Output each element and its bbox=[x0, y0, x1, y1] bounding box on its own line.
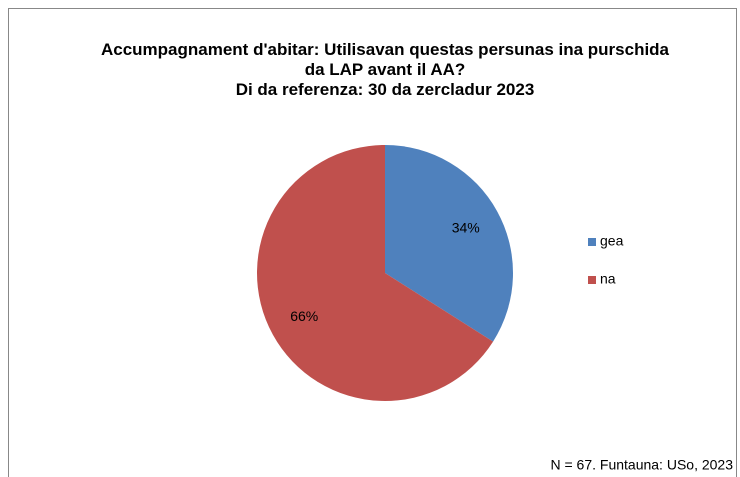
legend-swatch bbox=[588, 238, 596, 246]
pie-slice bbox=[385, 145, 513, 342]
chart-subtitle: Di da referenza: 30 da zercladur 2023 bbox=[235, 80, 535, 99]
legend-label: na bbox=[600, 271, 616, 287]
legend-swatch bbox=[588, 276, 596, 284]
chart-title-block: Accumpagnament d'abitar: Utilisavan ques… bbox=[95, 40, 675, 100]
data-label: 66% bbox=[290, 308, 318, 324]
data-label: 34% bbox=[452, 219, 480, 235]
pie-slice bbox=[256, 145, 494, 401]
legend-label: gea bbox=[600, 233, 624, 249]
chart-title: Accumpagnament d'abitar: Utilisavan ques… bbox=[100, 40, 670, 79]
footnote: N = 67. Funtauna: USo, 2023 bbox=[550, 457, 733, 473]
chart-frame bbox=[8, 8, 737, 477]
